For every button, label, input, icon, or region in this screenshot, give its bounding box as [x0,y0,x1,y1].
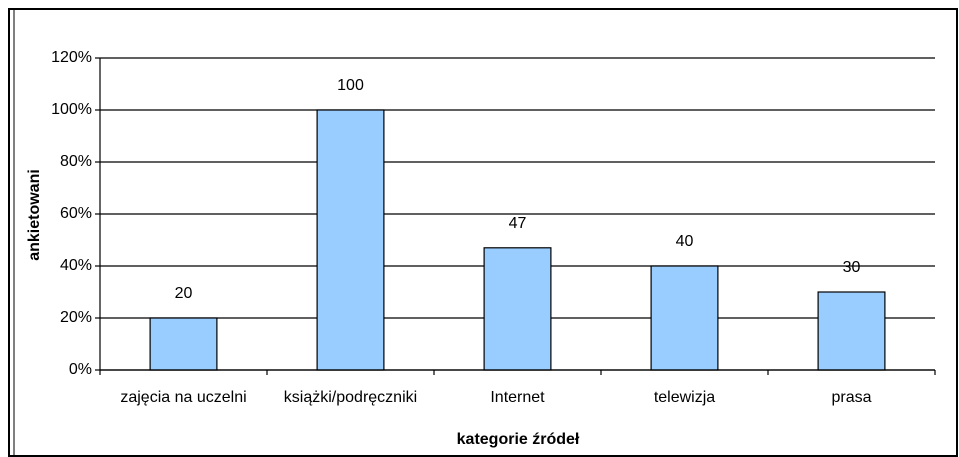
x-tick-label: Internet [490,389,545,406]
data-label: 40 [676,233,694,250]
bar [817,291,886,371]
y-tick-label: 100% [51,101,92,118]
x-tick-label: telewizja [654,389,715,406]
data-label: 30 [843,259,861,276]
x-tick-label: prasa [831,389,871,406]
bar [316,109,385,371]
data-label: 20 [175,285,193,302]
y-tick-label: 80% [60,153,92,170]
x-axis-title: kategorie źródeł [457,431,580,448]
y-tick-label: 120% [51,49,92,66]
data-label: 47 [509,215,527,232]
y-tick-label: 0% [69,361,92,378]
bar [650,265,719,371]
y-tick-label: 20% [60,309,92,326]
y-axis-title: ankietowani [26,169,43,261]
chart-frame [8,8,958,457]
bar [149,317,218,371]
data-label: 100 [337,77,364,94]
x-tick-label: książki/podręczniki [284,389,417,406]
x-tick-label: zajęcia na uczelni [120,389,246,406]
bar [483,247,552,371]
y-tick-label: 60% [60,205,92,222]
y-tick-label: 40% [60,257,92,274]
